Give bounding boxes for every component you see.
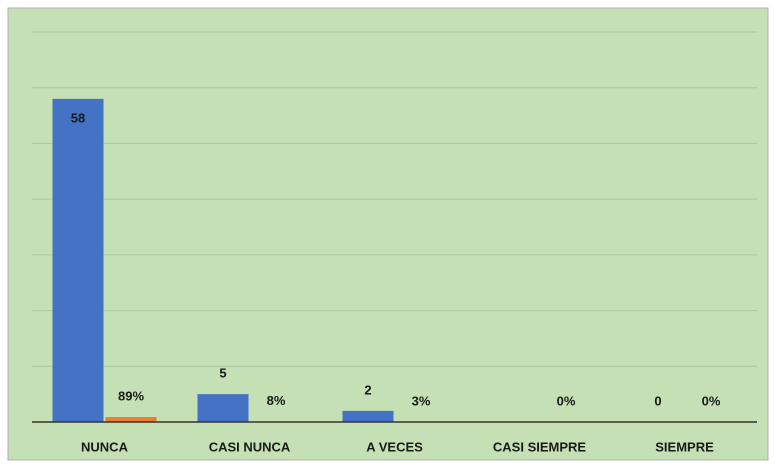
bar: [197, 394, 249, 422]
x-tick-label: NUNCA: [81, 439, 129, 454]
data-label: 5: [219, 366, 226, 381]
data-label: 0%: [557, 393, 576, 408]
x-tick-label: CASI SIEMPRE: [493, 439, 587, 454]
data-label: 0: [654, 393, 661, 408]
chart-background: [7, 7, 769, 461]
x-tick-label: A VECES: [366, 439, 423, 454]
data-label: 0%: [702, 393, 721, 408]
bar: [52, 98, 104, 422]
x-tick-label: SIEMPRE: [655, 439, 714, 454]
data-label: 2: [364, 382, 371, 397]
x-tick-label: CASI NUNCA: [209, 439, 291, 454]
bar: [105, 417, 157, 422]
data-label: 89%: [118, 388, 144, 403]
data-label: 58: [71, 110, 85, 125]
data-label: 3%: [412, 393, 431, 408]
bar: [342, 410, 394, 422]
data-label: 8%: [267, 393, 286, 408]
